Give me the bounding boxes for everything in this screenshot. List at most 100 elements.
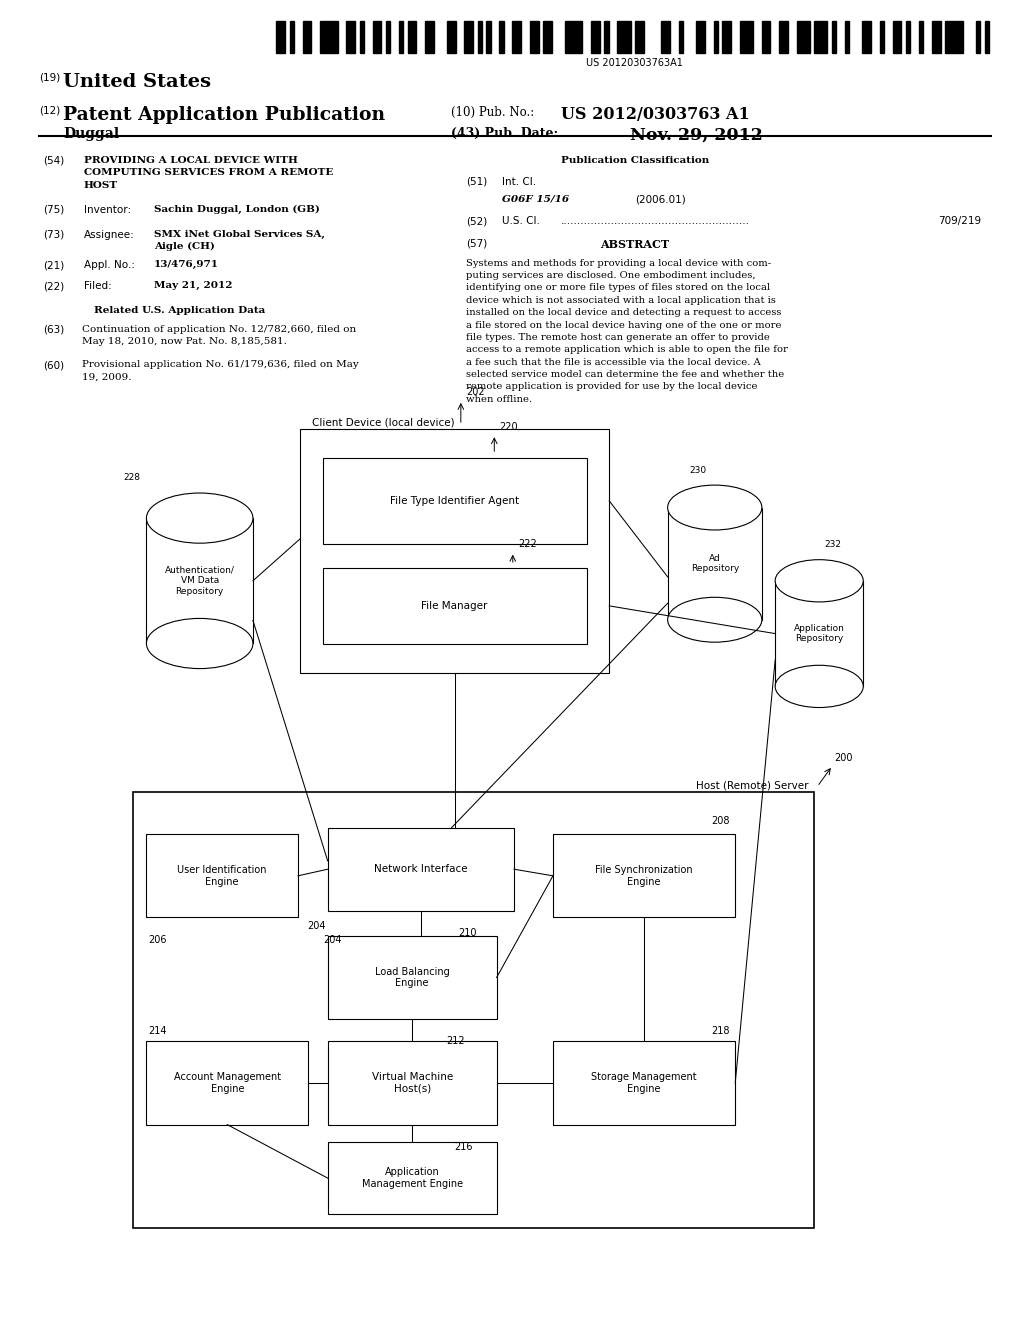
Text: US 2012/0303763 A1: US 2012/0303763 A1 — [561, 106, 750, 123]
Bar — [635, 21, 644, 53]
Bar — [797, 21, 810, 53]
Bar — [814, 21, 827, 53]
Bar — [321, 21, 338, 53]
Bar — [604, 21, 608, 53]
Text: Storage Management
Engine: Storage Management Engine — [591, 1072, 697, 1094]
Text: Appl. No.:: Appl. No.: — [84, 260, 135, 271]
Text: Ad
Repository: Ad Repository — [690, 554, 739, 573]
Text: (21): (21) — [43, 260, 65, 271]
Text: Int. Cl.: Int. Cl. — [502, 177, 536, 187]
Bar — [543, 21, 552, 53]
Bar — [862, 21, 870, 53]
Ellipse shape — [775, 665, 863, 708]
Ellipse shape — [146, 618, 253, 668]
Bar — [553, 834, 735, 917]
Bar — [722, 21, 731, 53]
Bar — [762, 21, 770, 53]
Text: PROVIDING A LOCAL DEVICE WITH
COMPUTING SERVICES FROM A REMOTE
HOST: PROVIDING A LOCAL DEVICE WITH COMPUTING … — [84, 156, 334, 190]
Bar — [276, 21, 286, 53]
Text: (60): (60) — [43, 360, 65, 371]
Text: 228: 228 — [123, 474, 140, 482]
Text: U.S. Cl.: U.S. Cl. — [502, 216, 540, 227]
Text: Related U.S. Application Data: Related U.S. Application Data — [93, 306, 265, 315]
Bar — [328, 1142, 497, 1214]
Text: (57): (57) — [466, 239, 487, 249]
Bar — [565, 21, 583, 53]
Text: (43) Pub. Date:: (43) Pub. Date: — [451, 127, 558, 140]
Text: 709/219: 709/219 — [938, 216, 981, 227]
Text: 222: 222 — [518, 539, 537, 549]
Text: 210: 210 — [458, 928, 476, 939]
Ellipse shape — [668, 484, 762, 531]
Text: SMX iNet Global Services SA,
Aigle (CH): SMX iNet Global Services SA, Aigle (CH) — [154, 230, 325, 251]
Bar — [328, 936, 497, 1019]
Text: 216: 216 — [455, 1142, 473, 1152]
Text: 230: 230 — [689, 466, 707, 475]
Text: 204: 204 — [307, 920, 326, 931]
Text: (51): (51) — [466, 177, 487, 187]
Text: Host (Remote) Server: Host (Remote) Server — [696, 780, 809, 791]
Bar — [984, 21, 989, 53]
Text: (2006.01): (2006.01) — [635, 194, 686, 205]
Text: Sachin Duggal, London (GB): Sachin Duggal, London (GB) — [154, 205, 319, 214]
Bar — [500, 21, 504, 53]
Text: Inventor:: Inventor: — [84, 205, 131, 215]
Text: 204: 204 — [324, 935, 342, 945]
Text: 218: 218 — [712, 1026, 730, 1036]
Bar — [831, 21, 836, 53]
Bar — [146, 517, 253, 643]
Bar — [906, 21, 910, 53]
Bar — [739, 21, 753, 53]
Bar — [323, 458, 587, 544]
Text: File Type Identifier Agent: File Type Identifier Agent — [390, 496, 519, 506]
Bar — [359, 21, 364, 53]
Text: File Manager: File Manager — [422, 601, 487, 611]
Ellipse shape — [775, 560, 863, 602]
Bar — [386, 21, 390, 53]
Text: (52): (52) — [466, 216, 487, 227]
Text: Assignee:: Assignee: — [84, 230, 135, 240]
Text: Load Balancing
Engine: Load Balancing Engine — [375, 966, 450, 989]
Text: (63): (63) — [43, 325, 65, 335]
Text: Network Interface: Network Interface — [374, 865, 468, 874]
Bar — [425, 21, 434, 53]
Bar — [775, 581, 863, 686]
Text: (12): (12) — [39, 106, 60, 116]
Text: 200: 200 — [835, 752, 853, 763]
Text: Authentication/
VM Data
Repository: Authentication/ VM Data Repository — [165, 566, 234, 595]
Text: File Synchronization
Engine: File Synchronization Engine — [595, 865, 693, 887]
Text: 13/476,971: 13/476,971 — [154, 260, 218, 269]
Text: 212: 212 — [446, 1036, 465, 1047]
Bar — [408, 21, 417, 53]
Text: ........................................................: ........................................… — [561, 216, 751, 227]
Text: (19): (19) — [39, 73, 60, 83]
Bar — [328, 828, 514, 911]
Bar — [976, 21, 980, 53]
Bar — [133, 792, 814, 1228]
Bar — [668, 508, 762, 620]
Text: Client Device (local device): Client Device (local device) — [312, 417, 455, 428]
Bar — [530, 21, 539, 53]
Text: Continuation of application No. 12/782,660, filed on
May 18, 2010, now Pat. No. : Continuation of application No. 12/782,6… — [82, 325, 356, 346]
Bar — [662, 21, 670, 53]
Text: Filed:: Filed: — [84, 281, 112, 292]
Bar — [146, 1041, 308, 1125]
Text: G06F 15/16: G06F 15/16 — [502, 194, 569, 203]
Text: 232: 232 — [824, 540, 842, 549]
Bar — [446, 21, 456, 53]
Bar — [945, 21, 963, 53]
Bar — [714, 21, 718, 53]
Text: Application
Repository: Application Repository — [794, 624, 845, 643]
Bar — [486, 21, 490, 53]
Text: (75): (75) — [43, 205, 65, 215]
Text: May 21, 2012: May 21, 2012 — [154, 281, 232, 290]
Bar — [880, 21, 884, 53]
Text: US 20120303763A1: US 20120303763A1 — [587, 58, 683, 69]
Bar — [303, 21, 311, 53]
Text: Publication Classification: Publication Classification — [561, 156, 709, 165]
Bar — [617, 21, 631, 53]
Bar — [399, 21, 403, 53]
Bar — [932, 21, 941, 53]
Text: Provisional application No. 61/179,636, filed on May
19, 2009.: Provisional application No. 61/179,636, … — [82, 360, 358, 381]
Bar — [512, 21, 521, 53]
